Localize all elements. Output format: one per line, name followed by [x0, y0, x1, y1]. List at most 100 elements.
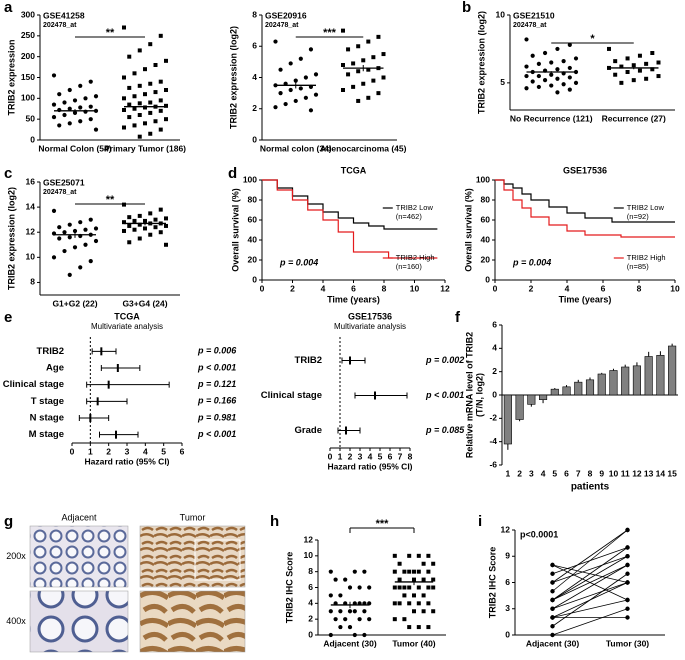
x-tick-label: Adenocarcinoma (45)	[320, 143, 407, 153]
data-point	[637, 68, 642, 73]
data-point	[343, 617, 348, 622]
data-point	[555, 90, 560, 95]
data-point	[57, 123, 62, 128]
data-point	[625, 615, 630, 620]
hazard-ratio	[345, 426, 347, 435]
panel-letter: c	[4, 165, 12, 182]
panel-letter: i	[478, 513, 482, 530]
data-point	[431, 577, 436, 582]
data-point	[303, 75, 308, 80]
y-tick-label: 80	[248, 194, 258, 204]
x-tick-label: 4	[143, 446, 148, 456]
data-point	[549, 83, 554, 88]
y-tick-label: 0	[252, 134, 257, 144]
chart-subtitle: 202478_at	[265, 22, 299, 29]
data-point	[288, 87, 293, 93]
data-point	[567, 87, 572, 92]
data-point	[127, 102, 132, 107]
data-point	[137, 113, 142, 117]
data-point	[88, 117, 93, 122]
data-point	[298, 56, 303, 61]
y-tick-label: 60	[248, 214, 258, 224]
data-point	[356, 44, 361, 49]
y-tick-label: 4	[492, 343, 497, 353]
data-point	[524, 64, 529, 69]
data-point	[362, 632, 367, 638]
x-tick-label: 6	[601, 283, 606, 293]
p-value: p = 0.006	[197, 346, 237, 356]
data-point	[127, 115, 132, 120]
y-tick-label: 0	[505, 629, 510, 639]
data-point	[143, 218, 147, 223]
data-point	[416, 553, 421, 558]
x-tick-label: G3+G4 (24)	[122, 298, 167, 308]
y-tick-label: 2	[492, 366, 497, 376]
data-point	[341, 88, 345, 92]
data-point	[381, 52, 386, 57]
bar	[585, 379, 595, 396]
hazard-ratio	[89, 414, 92, 422]
data-point	[381, 75, 386, 80]
data-point	[153, 63, 158, 67]
data-point	[426, 601, 431, 606]
significance-label: ***	[376, 518, 390, 530]
row-label: Clinical stage	[3, 379, 64, 390]
data-point	[397, 585, 402, 590]
data-point	[416, 625, 421, 630]
data-point	[148, 211, 153, 216]
y-axis-title: Relative mRNA level of TRIB2	[464, 332, 474, 458]
data-point	[357, 585, 362, 590]
data-point	[426, 569, 431, 574]
chart-subtitle: 202478_at	[513, 22, 547, 29]
data-point	[550, 606, 555, 611]
y-tick-label: 10	[26, 252, 36, 262]
data-point	[67, 87, 72, 93]
x-tick-label: 6	[564, 468, 569, 478]
x-tick-label: 1	[88, 446, 93, 456]
data-point	[346, 47, 351, 52]
chart-subtitle: 202478_at	[43, 22, 77, 29]
y-tick-label: 0	[30, 134, 35, 144]
x-tick-label: 2	[529, 283, 534, 293]
x-tick-label: 4	[321, 283, 326, 293]
data-point	[351, 84, 356, 89]
data-point	[631, 78, 636, 83]
data-point	[407, 585, 412, 590]
x-tick-label: 12	[632, 468, 642, 478]
x-tick-label: 2	[290, 283, 295, 293]
data-point	[328, 593, 333, 598]
data-point	[122, 25, 126, 30]
data-point	[625, 580, 630, 585]
data-point	[421, 577, 426, 582]
pair-line	[552, 582, 628, 610]
data-point	[407, 625, 412, 630]
data-point	[137, 236, 142, 241]
y-tick-label: 6	[308, 582, 313, 592]
data-point	[67, 222, 72, 227]
data-point	[625, 527, 630, 533]
data-point	[625, 554, 630, 559]
data-point	[137, 213, 142, 218]
panel-letter: f	[455, 309, 461, 326]
data-point	[644, 61, 649, 66]
data-point	[402, 569, 407, 574]
pair-line	[552, 547, 628, 575]
data-point	[347, 585, 353, 590]
data-point	[542, 78, 548, 83]
data-point	[153, 225, 158, 230]
p-value: p = 0.981	[197, 412, 236, 422]
data-point	[426, 553, 431, 558]
data-point	[421, 561, 426, 566]
hazard-ratio	[349, 356, 351, 365]
p-value: p = 0.004	[512, 257, 551, 267]
row-label: Age	[46, 363, 64, 374]
pair-line	[552, 555, 628, 601]
bar	[632, 365, 641, 396]
data-point	[567, 42, 572, 47]
data-point	[421, 593, 426, 598]
data-point	[164, 242, 168, 247]
data-point	[366, 39, 371, 44]
data-point	[93, 94, 99, 99]
x-tick-label: 13	[644, 468, 654, 478]
x-tick-label: 3	[125, 446, 130, 456]
